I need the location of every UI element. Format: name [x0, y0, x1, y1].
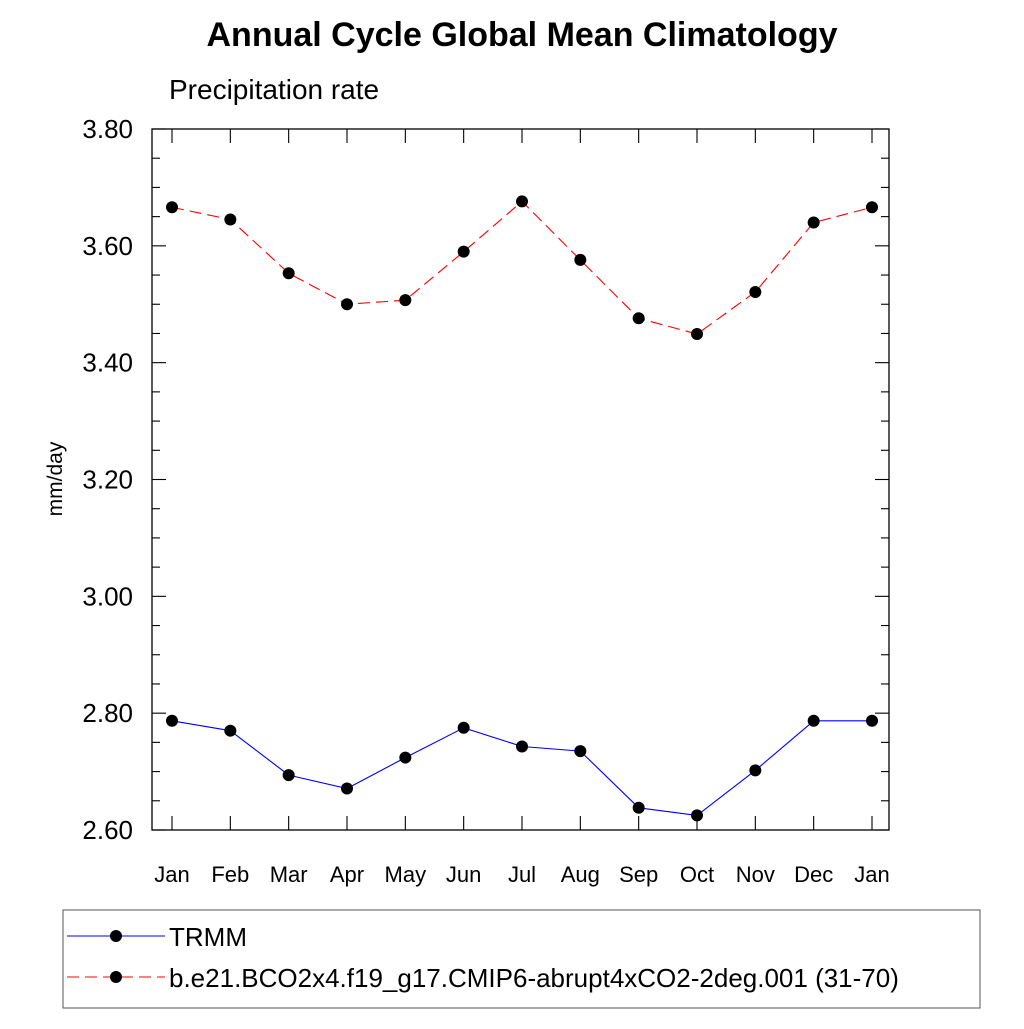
data-point-series-2 — [224, 213, 237, 226]
y-tick-label: 3.00 — [82, 581, 133, 611]
legend-box — [62, 909, 981, 1009]
data-point-series-1 — [457, 721, 470, 734]
data-point-series-1 — [866, 714, 878, 727]
plot-area: 2.60 2.80 3.00 3.20 3.40 3.60 3.80 Jan Feb Mar Apr… — [82, 114, 889, 887]
legend-marker-1 — [110, 930, 122, 942]
series-line-2 — [171, 200, 873, 335]
data-point-series-2 — [399, 294, 412, 307]
data-point-series-2 — [166, 201, 178, 214]
chart-subtitle: Precipitation rate — [169, 74, 379, 105]
y-tick-label: 2.80 — [82, 698, 133, 728]
data-point-series-2 — [516, 195, 528, 208]
x-tick-label: Jul — [508, 862, 536, 887]
y-tick-label: 3.20 — [82, 465, 133, 495]
data-point-series-1 — [807, 714, 820, 727]
data-point-series-2 — [457, 245, 470, 258]
y-tick-label: 3.60 — [82, 231, 133, 261]
x-tick-label: Feb — [211, 862, 249, 887]
data-point-series-1 — [166, 714, 178, 727]
legend: TRMM b.e21.BCO2x4.f19_g17.CMIP6-abrupt4xC… — [62, 909, 981, 1009]
y-tick-label: 3.80 — [82, 114, 133, 144]
x-tick-label: Oct — [680, 862, 714, 887]
data-point-series-1 — [282, 769, 295, 782]
legend-label-2: b.e21.BCO2x4.f19_g17.CMIP6-abrupt4xCO2-2… — [169, 963, 899, 993]
x-tick-label: Nov — [736, 862, 775, 887]
data-point-series-1 — [399, 751, 412, 764]
data-point-series-2 — [807, 216, 820, 229]
data-point-series-1 — [341, 782, 353, 795]
data-point-series-2 — [574, 253, 587, 266]
series-line-1 — [171, 720, 872, 816]
x-tick-label: Aug — [561, 862, 600, 887]
chart-title: Annual Cycle Global Mean Climatology — [207, 16, 838, 54]
plot-frame — [151, 128, 890, 831]
x-tick-label: Sep — [619, 862, 658, 887]
data-point-series-1 — [691, 809, 703, 822]
x-tick-label: Dec — [794, 862, 833, 887]
x-tick-label: Jan — [154, 862, 189, 887]
y-tick-label: 2.60 — [82, 815, 133, 845]
y-tick-label: 3.40 — [82, 348, 133, 378]
legend-marker-2 — [110, 971, 122, 983]
data-point-series-2 — [341, 298, 353, 311]
x-tick-label: Jun — [446, 862, 481, 887]
data-point-series-2 — [282, 267, 295, 280]
y-axis-label: mm/day — [44, 441, 67, 516]
data-point-series-1 — [516, 740, 528, 753]
x-tick-label: May — [385, 862, 427, 887]
legend-label-1: TRMM — [169, 922, 247, 952]
data-point-series-2 — [632, 312, 645, 325]
x-tick-label: Mar — [270, 862, 308, 887]
data-point-series-2 — [691, 328, 703, 341]
data-point-series-1 — [749, 764, 762, 777]
data-point-series-2 — [866, 201, 878, 214]
data-point-series-1 — [632, 801, 645, 814]
data-point-series-1 — [574, 745, 587, 758]
x-tick-label: Jan — [854, 862, 889, 887]
data-point-series-1 — [224, 724, 237, 737]
x-tick-label: Apr — [330, 862, 364, 887]
data-point-series-2 — [749, 285, 762, 298]
